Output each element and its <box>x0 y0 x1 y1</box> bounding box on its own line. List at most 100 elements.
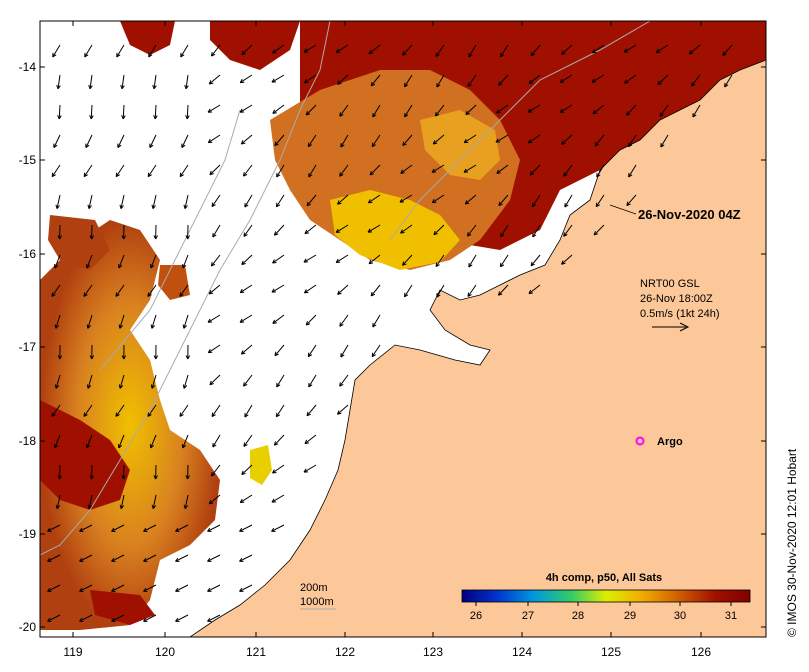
current-vector-head <box>119 504 122 509</box>
current-vector <box>691 74 701 87</box>
current-vector-head <box>209 380 212 385</box>
current-vector <box>563 224 573 237</box>
current-vector-head <box>500 54 505 58</box>
current-vector-head <box>368 49 372 54</box>
current-vector <box>271 524 285 532</box>
current-vector-head <box>337 82 342 85</box>
current-vector-head <box>59 475 62 480</box>
colorbar-tick-label: 31 <box>725 610 737 622</box>
current-vector-head <box>175 587 179 592</box>
current-vector-head <box>86 384 89 389</box>
current-vector-head <box>657 83 662 86</box>
current-vector <box>47 524 61 532</box>
current-vector-head <box>372 114 377 118</box>
current-vector-head <box>689 52 694 55</box>
current-vector-head <box>530 263 535 267</box>
current-vector <box>83 164 93 177</box>
current-vector-head <box>150 265 155 269</box>
current-vector-head <box>369 173 375 176</box>
current-vector-head <box>463 168 467 173</box>
current-vector <box>151 374 157 389</box>
current-vector-head <box>368 262 374 265</box>
current-vector-head <box>402 53 407 56</box>
current-vector-head <box>467 233 472 237</box>
current-vector-head <box>496 169 500 174</box>
current-vector <box>528 74 541 85</box>
current-vector-head <box>368 52 374 55</box>
current-vector-head <box>91 355 95 360</box>
current-vector-head <box>624 79 627 84</box>
sst-patch-west <box>40 220 220 630</box>
current-vector-head <box>273 231 277 236</box>
current-vector-head <box>241 142 246 145</box>
current-vector-head <box>592 109 596 114</box>
current-vector-head <box>404 294 409 298</box>
current-vector-head <box>47 527 51 532</box>
current-vector-head <box>86 444 91 449</box>
current-vector-head <box>496 172 501 174</box>
current-vector-head <box>432 140 436 145</box>
current-vector-head <box>724 84 729 88</box>
current-vector-head <box>179 414 184 417</box>
current-vector-head <box>371 354 376 358</box>
current-vector-head <box>271 288 275 293</box>
current-vector <box>559 74 573 83</box>
current-vector-head <box>271 78 275 83</box>
current-vector <box>308 374 317 388</box>
current-vector-head <box>89 85 93 90</box>
current-vector-head <box>185 355 189 360</box>
current-vector <box>208 284 221 295</box>
current-vector <box>88 194 93 209</box>
current-vector-head <box>532 234 537 238</box>
current-vector-head <box>371 293 376 297</box>
current-vector-head <box>118 384 121 389</box>
current-vector-head <box>400 232 405 234</box>
current-vector-head <box>55 504 58 509</box>
current-vector-head <box>272 112 277 114</box>
current-vector <box>79 584 93 592</box>
imos-credit: © IMOS 30-Nov-2020 12:01 Hobart <box>785 448 799 637</box>
current-vector-head <box>210 471 213 477</box>
current-vector <box>241 464 253 475</box>
current-vector <box>657 74 669 86</box>
current-vector-head <box>155 475 158 480</box>
current-vector-head <box>51 412 54 417</box>
current-vector-head <box>274 143 279 147</box>
current-vector-head <box>84 54 89 58</box>
current-vector-head <box>207 617 211 622</box>
current-vector-head <box>335 228 339 233</box>
current-vector-head <box>465 113 470 116</box>
current-vector <box>561 134 573 145</box>
current-vector-head <box>151 385 156 389</box>
lat-tick-label: -14 <box>19 60 37 74</box>
current-vector-head <box>55 204 58 209</box>
current-vector-head <box>239 587 243 592</box>
current-vector <box>119 374 125 389</box>
current-vector-head <box>467 232 469 237</box>
current-vector-head <box>271 527 275 532</box>
current-vector-head <box>51 294 56 297</box>
current-vector-head <box>467 294 472 297</box>
lat-tick-label: -18 <box>19 434 37 448</box>
current-vector-head <box>207 108 211 113</box>
current-vector <box>175 554 189 562</box>
current-vector-head <box>435 264 440 267</box>
current-vector <box>56 194 61 209</box>
current-vector-head <box>243 172 245 177</box>
lat-tick-label: -15 <box>19 153 37 167</box>
current-vector-head <box>498 81 501 86</box>
argo-marker: Argo <box>635 436 683 448</box>
current-vector <box>179 164 189 177</box>
current-vector <box>339 314 349 327</box>
current-vector-head <box>154 115 158 120</box>
current-vector-head <box>404 84 409 88</box>
current-vector <box>154 104 157 120</box>
current-vector <box>688 44 701 55</box>
current-vector <box>303 464 317 473</box>
current-vector <box>147 164 157 177</box>
lat-tick-label: -17 <box>19 340 37 354</box>
current-vector-head <box>304 232 310 235</box>
current-vector-head <box>657 80 660 85</box>
current-vector-head <box>303 258 307 263</box>
current-vector-head <box>435 113 440 117</box>
